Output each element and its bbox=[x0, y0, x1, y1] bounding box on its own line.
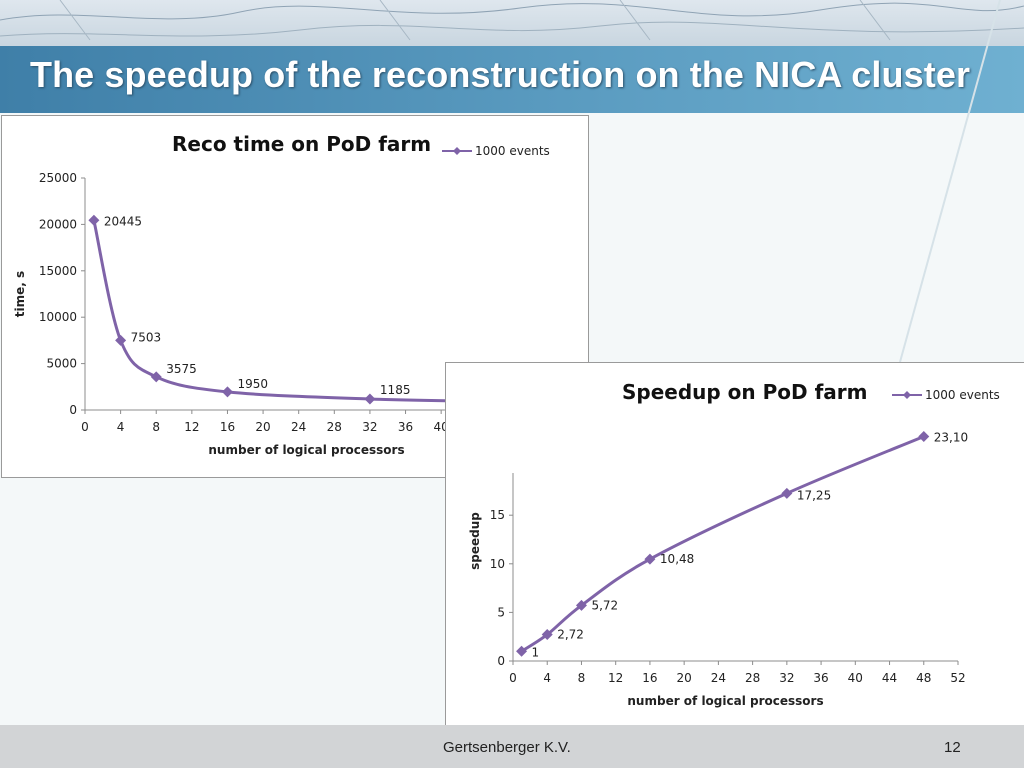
speedup-data-label: 10,48 bbox=[660, 552, 694, 566]
speedup-y-tick-label: 15 bbox=[490, 508, 505, 522]
reco-time-x-tick-label: 20 bbox=[255, 420, 270, 434]
speedup-x-tick-label: 16 bbox=[642, 671, 657, 685]
reco-time-x-tick-label: 24 bbox=[291, 420, 306, 434]
reco-time-data-label: 7503 bbox=[131, 330, 162, 344]
reco-time-data-label: 1185 bbox=[380, 383, 411, 397]
speedup-x-tick-label: 52 bbox=[950, 671, 965, 685]
reco-time-y-tick-label: 5000 bbox=[46, 357, 77, 371]
speedup-chart: Speedup on PoD farm 1000 events 0 4 8 12 16 20 2… bbox=[445, 362, 1024, 727]
reco-time-x-tick-label: 8 bbox=[152, 420, 160, 434]
reco-time-data-point bbox=[88, 214, 100, 226]
speedup-x-tick-label: 12 bbox=[608, 671, 623, 685]
speedup-y-tick-label: 10 bbox=[490, 557, 505, 571]
reco-time-x-tick-label: 16 bbox=[220, 420, 235, 434]
speedup-x-tick-label: 28 bbox=[745, 671, 760, 685]
speedup-x-axis-title: number of logical processors bbox=[627, 694, 823, 708]
speedup-data-label: 17,25 bbox=[797, 488, 831, 502]
speedup-x-tick-label: 40 bbox=[848, 671, 863, 685]
speedup-y-axis-title: speedup bbox=[468, 512, 482, 570]
map-texture bbox=[0, 0, 1024, 41]
speedup-title: Speedup on PoD farm bbox=[622, 380, 868, 404]
speedup-legend-label: 1000 events bbox=[925, 388, 1000, 402]
reco-time-x-tick-label: 28 bbox=[327, 420, 342, 434]
speedup-data-point bbox=[918, 430, 930, 442]
speedup-y-tick-label: 5 bbox=[497, 605, 505, 619]
speedup-x-tick-label: 48 bbox=[916, 671, 931, 685]
reco-time-data-label: 3575 bbox=[166, 362, 197, 376]
speedup-data-label: 5,72 bbox=[591, 598, 618, 612]
reco-time-x-tick-label: 40 bbox=[434, 420, 449, 434]
speedup-x-tick-label: 8 bbox=[578, 671, 586, 685]
reco-time-y-tick-label: 20000 bbox=[39, 217, 77, 231]
reco-time-data-label: 20445 bbox=[104, 214, 142, 228]
reco-time-title: Reco time on PoD farm bbox=[172, 132, 431, 156]
speedup-data-label: 1 bbox=[532, 645, 540, 659]
speedup-x-tick-label: 20 bbox=[677, 671, 692, 685]
reco-time-y-tick-label: 10000 bbox=[39, 310, 77, 324]
reco-time-series-line bbox=[92, 219, 513, 404]
reco-time-data-label: 1950 bbox=[237, 377, 268, 391]
speedup-y-tick-label: 0 bbox=[497, 654, 505, 668]
speedup-x-tick-label: 4 bbox=[543, 671, 551, 685]
reco-time-data-point bbox=[364, 393, 376, 405]
reco-time-x-tick-label: 4 bbox=[117, 420, 125, 434]
reco-time-y-tick-label: 15000 bbox=[39, 264, 77, 278]
speedup-data-point bbox=[516, 645, 528, 657]
speedup-x-tick-label: 44 bbox=[882, 671, 897, 685]
reco-time-data-point bbox=[115, 334, 127, 346]
reco-time-x-axis-title: number of logical processors bbox=[208, 443, 404, 457]
reco-time-data-point bbox=[150, 371, 162, 383]
slide-title: The speedup of the reconstruction on the… bbox=[30, 54, 971, 95]
header-banner bbox=[0, 0, 1024, 113]
reco-time-chart: Reco time on PoD farm 1000 events 0 4 8 12 16 2… bbox=[1, 115, 589, 478]
reco-time-legend-marker bbox=[453, 147, 461, 155]
title-bar bbox=[0, 46, 1024, 113]
reco-time-x-tick-label: 36 bbox=[398, 420, 413, 434]
reco-time-y-tick-label: 25000 bbox=[39, 171, 77, 185]
speedup-x-tick-label: 32 bbox=[779, 671, 794, 685]
speedup-series-line bbox=[520, 435, 925, 653]
footer-bar bbox=[0, 725, 1024, 768]
reco-time-x-tick-label: 12 bbox=[184, 420, 199, 434]
speedup-data-point bbox=[541, 629, 553, 641]
speedup-x-tick-label: 24 bbox=[711, 671, 726, 685]
speedup-data-point bbox=[644, 553, 656, 565]
page-number: 12 bbox=[944, 739, 961, 756]
speedup-data-label: 23,10 bbox=[934, 430, 968, 444]
reco-time-y-tick-label: 0 bbox=[69, 403, 77, 417]
speedup-data-point bbox=[575, 599, 587, 611]
reco-time-legend-label: 1000 events bbox=[475, 144, 550, 158]
footer-author: Gertsenberger K.V. bbox=[443, 739, 571, 756]
reco-time-y-axis-title: time, s bbox=[13, 271, 27, 317]
speedup-legend-marker bbox=[903, 391, 911, 399]
speedup-x-tick-label: 36 bbox=[813, 671, 828, 685]
speedup-data-point bbox=[781, 487, 793, 499]
speedup-x-tick-label: 0 bbox=[509, 671, 517, 685]
reco-time-x-tick-label: 0 bbox=[81, 420, 89, 434]
speedup-data-label: 2,72 bbox=[557, 628, 584, 642]
reco-time-data-point bbox=[221, 386, 233, 398]
reco-time-x-tick-label: 32 bbox=[362, 420, 377, 434]
